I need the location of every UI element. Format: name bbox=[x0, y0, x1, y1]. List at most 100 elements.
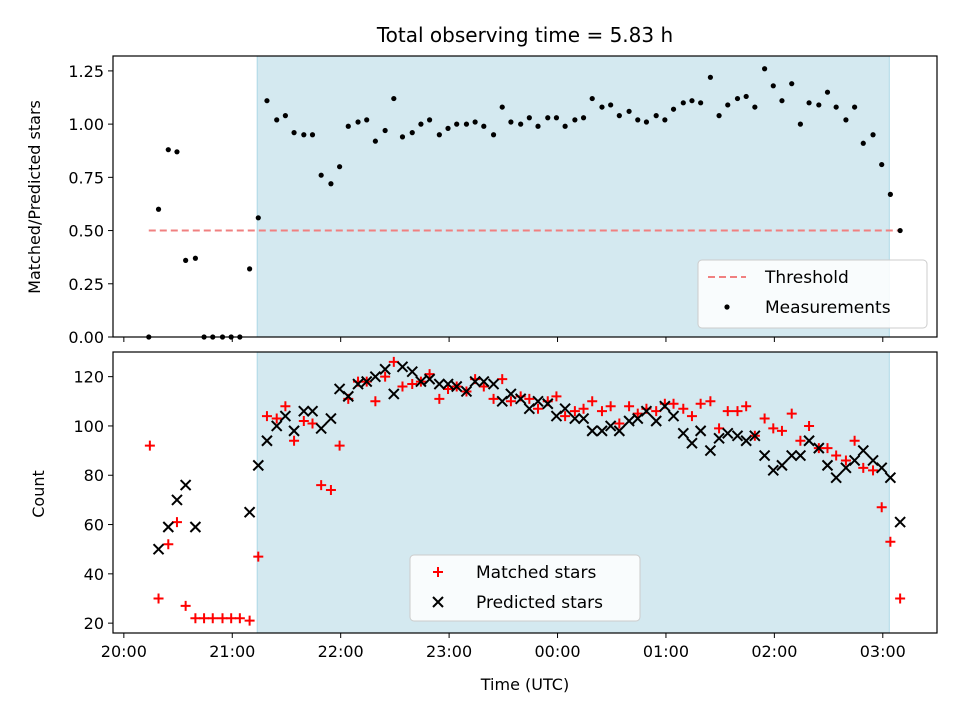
measurement-point bbox=[698, 100, 704, 106]
legend-matched-swatch bbox=[433, 567, 443, 577]
predicted-star-point bbox=[288, 425, 300, 437]
top-y-tick-label: 0.25 bbox=[68, 275, 104, 294]
predicted-star-point bbox=[369, 370, 382, 383]
measurement-point bbox=[526, 115, 532, 121]
predicted-star-point bbox=[604, 420, 617, 432]
chart-title: Total observing time = 5.83 h bbox=[376, 23, 673, 47]
measurement-point bbox=[499, 104, 505, 110]
matched-star-point bbox=[488, 393, 499, 404]
matched-star-point bbox=[895, 593, 906, 604]
measurement-point bbox=[725, 102, 731, 108]
predicted-star-point bbox=[686, 437, 698, 449]
matched-star-point bbox=[822, 443, 833, 454]
top-legend: Threshold Measurements bbox=[697, 259, 928, 329]
top-axes-frame bbox=[112, 55, 938, 338]
matched-star-point bbox=[714, 423, 725, 434]
matched-star-point bbox=[551, 391, 562, 402]
top-y-tick-label: 0.75 bbox=[68, 168, 104, 187]
measurement-point bbox=[472, 119, 478, 125]
measurement-point bbox=[879, 161, 885, 168]
predicted-star-point bbox=[325, 412, 337, 425]
predicted-star-point bbox=[298, 405, 310, 417]
measurement-point bbox=[797, 121, 803, 127]
matched-star-point bbox=[144, 440, 155, 451]
predicted-star-point bbox=[767, 464, 779, 477]
matched-star-point bbox=[478, 381, 489, 392]
matched-star-point bbox=[190, 613, 201, 624]
measurement-point bbox=[626, 108, 632, 114]
predicted-star-point bbox=[423, 373, 436, 385]
measurement-point bbox=[779, 98, 785, 104]
predicted-star-point bbox=[388, 388, 400, 400]
matched-star-point bbox=[397, 381, 408, 392]
matched-star-point bbox=[524, 393, 535, 404]
measurement-point bbox=[165, 147, 171, 153]
matched-star-point bbox=[795, 435, 806, 446]
predicted-star-point bbox=[586, 425, 598, 437]
measurement-point bbox=[770, 83, 776, 89]
predicted-star-point bbox=[613, 425, 626, 437]
predicted-star-point bbox=[667, 410, 680, 422]
matched-star-point bbox=[316, 480, 327, 491]
measurement-point bbox=[155, 206, 162, 212]
matched-star-point bbox=[163, 539, 174, 550]
matched-star-point bbox=[289, 435, 300, 446]
predicted-star-point bbox=[704, 444, 717, 457]
measurement-point bbox=[599, 104, 605, 110]
predicted-star-point bbox=[442, 378, 454, 390]
predicted-star-point bbox=[884, 472, 897, 484]
matched-star-point bbox=[776, 425, 787, 436]
legend-predicted-swatch bbox=[432, 596, 444, 608]
predicted-star-point bbox=[396, 361, 409, 373]
matched-star-point bbox=[705, 396, 716, 407]
measurement-point bbox=[382, 127, 388, 134]
bottom-series-predicted-stars bbox=[152, 361, 906, 555]
measurement-point bbox=[264, 98, 270, 104]
matched-star-point bbox=[497, 374, 508, 385]
measurement-point bbox=[445, 125, 451, 131]
predicted-star-point bbox=[722, 427, 734, 440]
predicted-star-point bbox=[694, 425, 707, 437]
measurement-point bbox=[318, 172, 324, 178]
measurement-point bbox=[816, 102, 822, 108]
predicted-star-point bbox=[487, 378, 500, 390]
matched-star-point bbox=[668, 398, 679, 409]
x-tick-label: 03:00 bbox=[860, 642, 906, 661]
predicted-star-point bbox=[813, 442, 825, 454]
matched-star-point bbox=[434, 393, 445, 404]
measurement-point bbox=[752, 104, 758, 110]
matched-star-point bbox=[840, 455, 851, 466]
predicted-star-point bbox=[360, 375, 373, 388]
x-tick-label: 00:00 bbox=[534, 642, 580, 661]
matched-star-point bbox=[876, 502, 887, 513]
measurement-point bbox=[545, 115, 551, 121]
predicted-star-point bbox=[830, 472, 842, 484]
matched-star-point bbox=[505, 396, 516, 407]
measurement-point bbox=[580, 115, 587, 121]
measurement-point bbox=[301, 132, 307, 138]
measurement-point bbox=[274, 117, 280, 123]
measurement-point bbox=[762, 66, 768, 72]
predicted-star-point bbox=[803, 435, 815, 447]
measurement-point bbox=[255, 215, 261, 221]
measurement-point bbox=[282, 113, 288, 119]
matched-star-point bbox=[280, 401, 291, 412]
predicted-star-point bbox=[460, 385, 473, 398]
x-tick-label: 21:00 bbox=[209, 642, 255, 661]
measurement-point bbox=[680, 100, 686, 106]
measurement-point bbox=[391, 95, 397, 102]
bottom-y-tick-label: 80 bbox=[84, 466, 104, 485]
measurement-point bbox=[824, 89, 831, 95]
top-y-tick-label: 0.00 bbox=[68, 328, 104, 347]
matched-star-point bbox=[533, 403, 544, 414]
predicted-star-point bbox=[379, 363, 391, 375]
predicted-star-point bbox=[179, 479, 192, 491]
predicted-star-point bbox=[740, 435, 752, 447]
bottom-legend-box bbox=[409, 554, 641, 622]
matched-star-point bbox=[831, 450, 842, 461]
measurement-point bbox=[183, 257, 189, 263]
predicted-star-point bbox=[623, 415, 635, 427]
predicted-star-point bbox=[243, 506, 256, 518]
matched-star-point bbox=[868, 465, 879, 476]
measurement-point bbox=[436, 132, 442, 138]
